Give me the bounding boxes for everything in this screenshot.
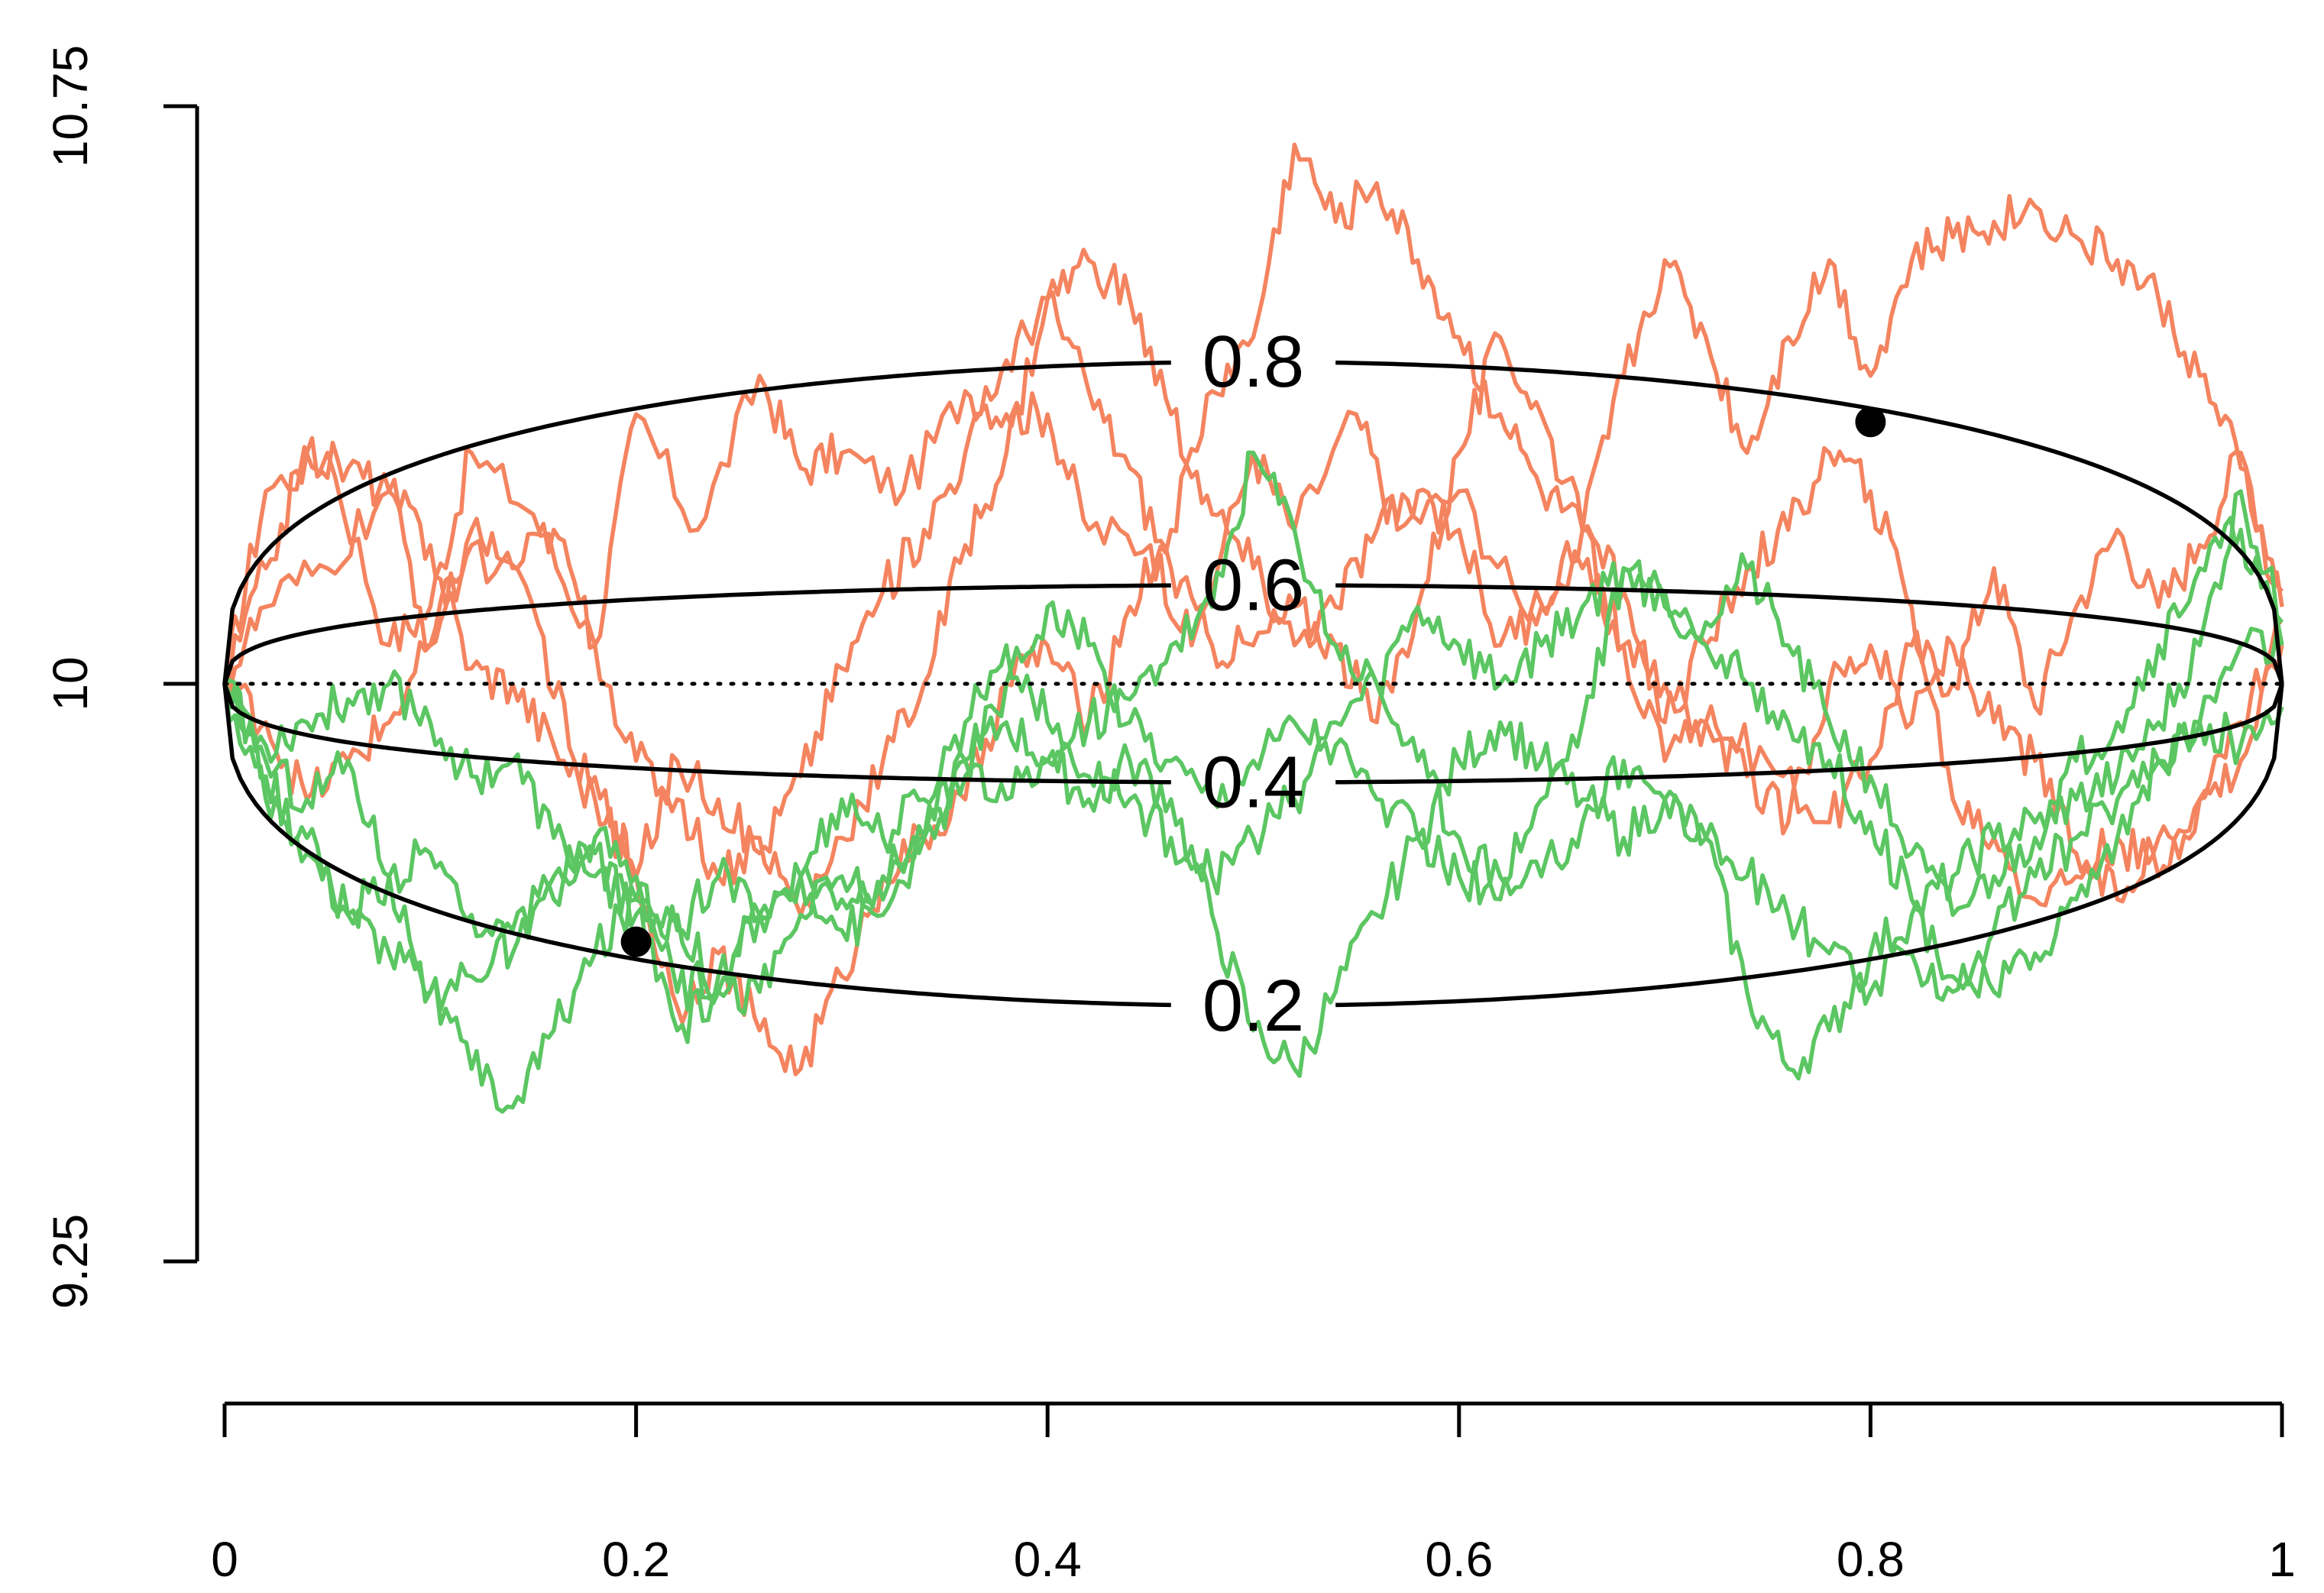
contour-layer: 0.8 0.6 0.4 0.2 — [222, 321, 2284, 1047]
x-tick-label: 0.6 — [1425, 1532, 1493, 1587]
x-tick-label: 1 — [2268, 1532, 2296, 1587]
highlight-points — [620, 406, 1886, 957]
highlight-point — [1855, 406, 1886, 438]
contour-label: 0.4 — [1202, 742, 1304, 824]
y-tick-label: 9.25 — [43, 1214, 98, 1310]
contour-line — [222, 683, 2284, 785]
series-line — [222, 516, 2284, 942]
contour-line — [222, 583, 2284, 685]
series-line — [222, 450, 2284, 1044]
x-axis: 0 0.2 0.4 0.6 0.8 1 — [211, 1401, 2296, 1587]
series-line — [223, 600, 2284, 1114]
series-layer — [222, 142, 2284, 1114]
y-tick-label: 10.75 — [43, 45, 98, 167]
contour-line — [222, 360, 2284, 685]
x-tick-label: 0.8 — [1837, 1532, 1905, 1587]
series-line — [222, 290, 2284, 904]
highlight-point — [620, 926, 652, 957]
x-tick-label: 0.2 — [602, 1532, 670, 1587]
y-axis: 10.75 10 9.25 — [43, 45, 199, 1310]
contour-label: 0.8 — [1202, 321, 1304, 403]
contour-line — [222, 683, 2284, 1008]
x-tick-label: 0 — [211, 1532, 238, 1587]
y-tick-label: 10 — [43, 656, 98, 711]
contour-label: 0.6 — [1202, 544, 1304, 626]
series-line — [223, 248, 2283, 918]
x-tick-label: 0.4 — [1014, 1532, 1082, 1587]
contour-label: 0.2 — [1202, 965, 1304, 1047]
